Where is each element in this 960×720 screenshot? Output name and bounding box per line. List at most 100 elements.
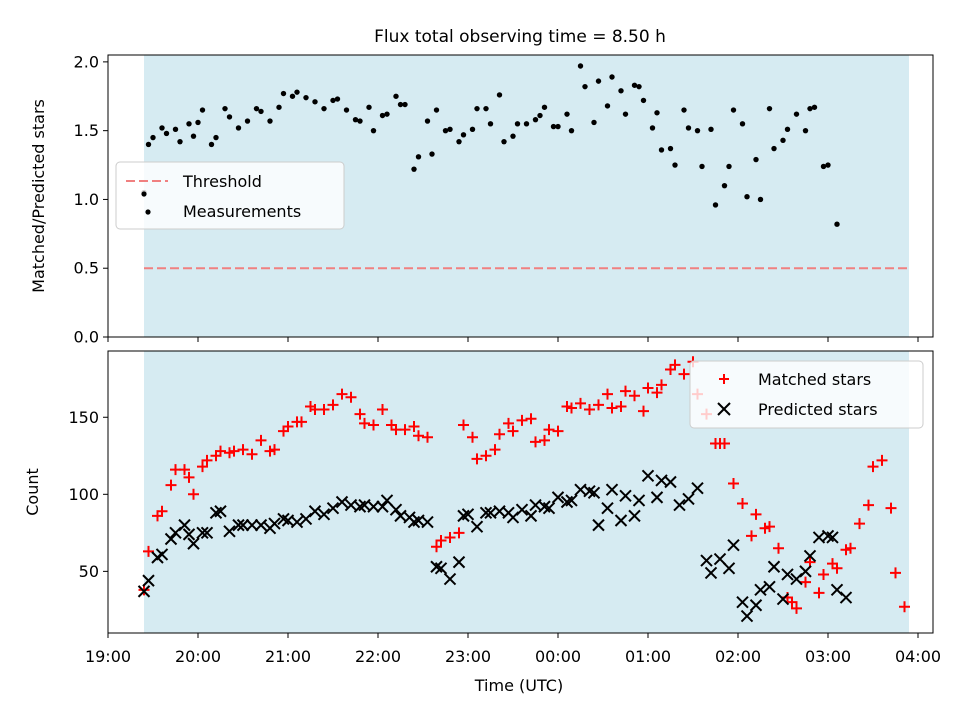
predicted-point <box>178 518 191 532</box>
predicted-point <box>515 503 529 516</box>
measurement-point <box>379 112 386 119</box>
predicted-point <box>214 505 227 518</box>
ratio-xtick-marks <box>107 337 919 342</box>
predicted-point <box>601 501 614 515</box>
measurement-point <box>834 221 840 227</box>
measurement-point <box>636 83 642 90</box>
predicted-point <box>142 574 155 587</box>
predicted-point <box>326 501 340 515</box>
predicted-point <box>187 537 200 550</box>
predicted-point <box>223 525 236 538</box>
predicted-point <box>614 514 628 527</box>
measurement-point <box>366 104 372 110</box>
measurement-point <box>712 202 719 208</box>
measurement-point <box>487 121 494 127</box>
matched-point <box>602 388 613 400</box>
matched-point <box>471 453 483 465</box>
predicted-point <box>605 483 619 496</box>
predicted-point <box>587 486 601 499</box>
measurement-point <box>280 90 287 97</box>
matched-point <box>543 424 555 436</box>
measurement-point <box>622 111 629 117</box>
measurement-point <box>424 118 431 124</box>
measurement-point <box>397 101 404 108</box>
predicted-point <box>155 548 169 561</box>
matched-point <box>197 461 208 473</box>
matched-point <box>746 530 757 542</box>
matched-point <box>552 425 564 437</box>
predicted-point <box>722 562 736 575</box>
measurement-point <box>370 127 377 134</box>
matched-point <box>773 542 784 554</box>
predicted-points-layer <box>137 469 853 623</box>
matched-point <box>818 568 829 580</box>
measurement-point <box>595 78 602 84</box>
predicted-point <box>781 568 794 581</box>
matched-point <box>296 416 307 428</box>
count-legend: Matched stars Predicted stars <box>689 360 924 429</box>
matched-point <box>620 385 631 397</box>
matched-point <box>890 567 901 579</box>
matched-point <box>422 431 433 443</box>
matched-point <box>318 404 330 416</box>
matched-point <box>489 444 501 456</box>
measurement-point <box>312 99 318 105</box>
matched-point <box>368 419 379 431</box>
chart-title: Flux total observing time = 8.50 h <box>374 27 666 47</box>
ratio-panel: 0.00.51.01.52.0 Matched/Predicted stars … <box>29 52 934 347</box>
ratio-ytick-label: 2.0 <box>74 52 99 71</box>
measurement-point <box>276 104 282 110</box>
count-xtick-label: 02:00 <box>715 647 761 666</box>
measurement-point <box>793 111 800 117</box>
predicted-point <box>245 518 259 532</box>
matched-point <box>201 454 213 466</box>
legend-matched-label: Matched stars <box>758 370 871 389</box>
measurement-point <box>744 193 750 200</box>
predicted-point <box>470 520 484 533</box>
measurement-point <box>568 127 575 134</box>
measurement-point <box>190 133 197 139</box>
measurement-point <box>708 126 714 132</box>
measurement-point <box>429 151 435 157</box>
matched-point <box>656 379 667 391</box>
matched-point <box>237 444 249 456</box>
matched-point <box>435 535 447 547</box>
count-legend-box <box>689 360 924 429</box>
predicted-point <box>182 528 196 541</box>
measurement-point <box>771 145 777 152</box>
measurement-point <box>150 134 156 141</box>
matched-point <box>642 382 654 394</box>
ratio-ytick-label: 1.5 <box>74 121 99 140</box>
measurement-point <box>514 121 521 127</box>
measurement-point <box>186 121 192 127</box>
count-ytick-label: 100 <box>68 485 99 504</box>
predicted-point <box>749 599 763 612</box>
matched-point <box>399 424 411 436</box>
matched-point <box>876 454 888 466</box>
legend-matched-swatch <box>719 374 729 384</box>
count-xtick-label: 20:00 <box>175 647 221 666</box>
measurement-point <box>172 126 179 132</box>
predicted-point <box>479 506 493 520</box>
measurement-point <box>244 118 251 124</box>
measurement-point <box>604 103 611 109</box>
matched-point <box>156 505 168 517</box>
matched-point <box>327 399 339 411</box>
measurement-point <box>456 138 462 145</box>
count-ytick-label: 150 <box>68 408 99 427</box>
measurement-point <box>393 93 399 99</box>
predicted-point <box>200 526 214 540</box>
ratio-legend-box <box>115 161 345 230</box>
matched-point <box>719 437 730 449</box>
predicted-point <box>461 508 475 521</box>
ratio-ylabel: Matched/Predicted stars <box>29 99 48 293</box>
count-xtick-label: 00:00 <box>535 647 581 666</box>
measurement-point <box>640 97 647 104</box>
matched-point <box>629 390 640 402</box>
matched-point <box>584 404 595 416</box>
measurement-point <box>649 125 656 131</box>
predicted-point <box>682 492 695 506</box>
matched-point <box>179 464 190 476</box>
predicted-point <box>376 500 389 513</box>
measurement-point <box>267 118 273 124</box>
